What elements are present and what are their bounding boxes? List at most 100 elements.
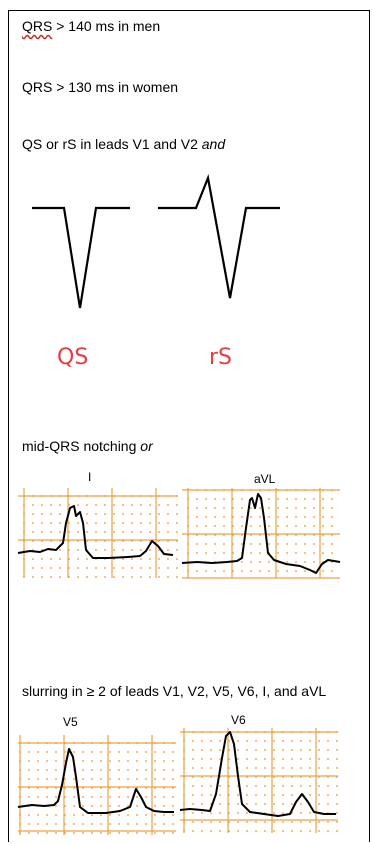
grid-dot bbox=[255, 830, 257, 832]
grid-dot bbox=[59, 522, 61, 524]
grid-dot bbox=[331, 534, 333, 536]
grid-dot bbox=[300, 812, 302, 814]
grid-dot bbox=[104, 504, 106, 506]
grid-dot bbox=[167, 531, 169, 533]
grid-dot bbox=[223, 498, 225, 500]
ecg-grid-v6 bbox=[180, 728, 338, 833]
rs-complex bbox=[158, 174, 280, 299]
grid-dot bbox=[50, 576, 52, 578]
grid-dot bbox=[205, 570, 207, 572]
grid-dot bbox=[219, 740, 221, 742]
grid-dot bbox=[309, 785, 311, 787]
grid-dot bbox=[259, 534, 261, 536]
grid-dot bbox=[241, 525, 243, 527]
grid-dot bbox=[291, 758, 293, 760]
qs-rs-text: QS or rS in leads V1 and V2 bbox=[22, 136, 202, 152]
grid-dot bbox=[309, 776, 311, 778]
grid-dot bbox=[122, 540, 124, 542]
grid-dot bbox=[77, 567, 79, 569]
grid-dot bbox=[127, 832, 129, 834]
grid-dot bbox=[210, 767, 212, 769]
grid-dot bbox=[309, 767, 311, 769]
grid-dot bbox=[28, 778, 30, 780]
grid-dot bbox=[163, 751, 165, 753]
grid-dot bbox=[68, 558, 70, 560]
criterion-slurring: slurring in ≥ 2 of leads V1, V2, V5, V6,… bbox=[22, 683, 327, 699]
grid-dot bbox=[282, 749, 284, 751]
grid-dot bbox=[37, 796, 39, 798]
grid-dot bbox=[201, 749, 203, 751]
grid-dot bbox=[118, 814, 120, 816]
grid-dot bbox=[196, 507, 198, 509]
grid-dot bbox=[136, 805, 138, 807]
ecg-lead-v6 bbox=[179, 728, 338, 833]
grid-dot bbox=[55, 796, 57, 798]
grid-dot bbox=[140, 540, 142, 542]
grid-dot bbox=[118, 823, 120, 825]
grid-dot bbox=[145, 796, 147, 798]
grid-dot bbox=[59, 540, 61, 542]
grid-dot bbox=[259, 498, 261, 500]
notching-text: mid-QRS notching bbox=[22, 438, 141, 454]
grid-dot bbox=[109, 832, 111, 834]
grid-dot bbox=[291, 767, 293, 769]
grid-dot bbox=[158, 576, 160, 578]
grid-dot bbox=[277, 534, 279, 536]
grid-dot bbox=[232, 570, 234, 572]
grid-dot bbox=[241, 498, 243, 500]
grid-dot bbox=[100, 778, 102, 780]
grid-dot bbox=[309, 812, 311, 814]
grid-dot bbox=[100, 769, 102, 771]
grid-dot bbox=[109, 823, 111, 825]
grid-dot bbox=[158, 522, 160, 524]
grid-dot bbox=[237, 740, 239, 742]
grid-dot bbox=[176, 504, 178, 506]
grid-dot bbox=[131, 504, 133, 506]
ecg-lead-v5 bbox=[17, 735, 176, 835]
grid-dot bbox=[109, 796, 111, 798]
grid-dot bbox=[219, 785, 221, 787]
grid-dot bbox=[309, 821, 311, 823]
grid-dot bbox=[68, 540, 70, 542]
grid-dot bbox=[318, 803, 320, 805]
qrs-men-rest: > 140 ms in men bbox=[52, 18, 161, 34]
grid-dot bbox=[73, 751, 75, 753]
grid-dot bbox=[176, 567, 178, 569]
grid-dot bbox=[304, 561, 306, 563]
grid-dot bbox=[309, 749, 311, 751]
grid-dot bbox=[28, 760, 30, 762]
grid-dot bbox=[127, 760, 129, 762]
grid-dot bbox=[237, 803, 239, 805]
grid-dot bbox=[127, 805, 129, 807]
grid-dot bbox=[237, 749, 239, 751]
grid-dot bbox=[273, 794, 275, 796]
grid-dot bbox=[68, 576, 70, 578]
grid-dot bbox=[59, 531, 61, 533]
grid-dot bbox=[32, 558, 34, 560]
grid-dot bbox=[214, 516, 216, 518]
grid-dot bbox=[318, 776, 320, 778]
grid-dot bbox=[104, 513, 106, 515]
grid-dot bbox=[154, 823, 156, 825]
grid-dot bbox=[277, 543, 279, 545]
grid-dot bbox=[246, 749, 248, 751]
grid-dot bbox=[158, 558, 160, 560]
grid-dot bbox=[95, 576, 97, 578]
grid-dot bbox=[50, 540, 52, 542]
grid-dot bbox=[192, 794, 194, 796]
grid-dot bbox=[264, 812, 266, 814]
grid-dot bbox=[163, 832, 165, 834]
grid-dot bbox=[286, 507, 288, 509]
grid-dot bbox=[273, 767, 275, 769]
grid-dot bbox=[210, 812, 212, 814]
grid-dot bbox=[291, 776, 293, 778]
grid-dot bbox=[300, 821, 302, 823]
grid-dot bbox=[50, 522, 52, 524]
grid-dot bbox=[336, 821, 338, 823]
grid-dot bbox=[145, 823, 147, 825]
grid-dot bbox=[210, 785, 212, 787]
grid-dot bbox=[228, 821, 230, 823]
grid-dot bbox=[122, 549, 124, 551]
grid-dot bbox=[91, 778, 93, 780]
grid-dot bbox=[55, 760, 57, 762]
